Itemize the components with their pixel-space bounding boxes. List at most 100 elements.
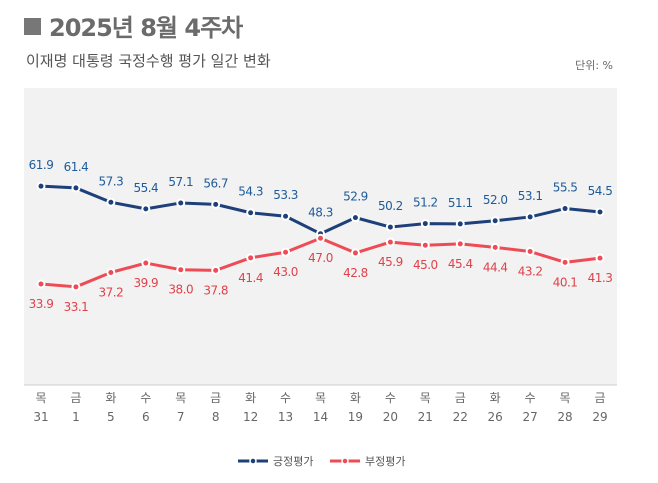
data-label: 41.4 xyxy=(238,271,263,285)
data-point xyxy=(71,282,81,292)
data-point xyxy=(106,267,116,277)
x-tick-day: 금 xyxy=(70,391,81,405)
x-tick-day: 화 xyxy=(245,391,256,405)
x-tick-day: 수 xyxy=(385,391,396,405)
x-tick-day: 화 xyxy=(350,391,361,405)
data-label: 33.9 xyxy=(29,297,54,311)
data-point xyxy=(420,240,430,250)
data-point xyxy=(71,183,81,193)
data-label: 45.0 xyxy=(413,258,438,272)
x-tick-day: 금 xyxy=(455,391,466,405)
x-tick-day: 금 xyxy=(594,391,605,405)
legend-marker xyxy=(249,457,257,465)
data-label: 41.3 xyxy=(588,271,613,285)
data-point xyxy=(525,247,535,257)
data-label: 53.1 xyxy=(518,189,543,203)
x-tick-day: 수 xyxy=(140,391,151,405)
x-tick-day: 목 xyxy=(315,391,326,405)
x-tick-date: 26 xyxy=(488,410,503,424)
x-tick-date: 27 xyxy=(522,410,537,424)
data-point xyxy=(176,265,186,275)
x-tick-date: 21 xyxy=(418,410,433,424)
data-label: 61.4 xyxy=(64,160,89,174)
data-point xyxy=(595,207,605,217)
x-tick-date: 1 xyxy=(72,410,80,424)
x-tick-day: 목 xyxy=(420,391,431,405)
data-point xyxy=(350,248,360,258)
title-text: 2025년 8월 4주차 xyxy=(49,14,243,42)
data-point xyxy=(246,253,256,263)
data-point xyxy=(350,213,360,223)
data-label: 57.3 xyxy=(99,174,124,188)
data-point xyxy=(141,258,151,268)
x-tick-date: 19 xyxy=(348,410,363,424)
chart-subtitle: 이재명 대통령 국정수행 평가 일간 변화 xyxy=(26,52,271,70)
data-label: 45.4 xyxy=(448,257,473,271)
x-tick-date: 31 xyxy=(33,410,48,424)
unit-label: 단위: % xyxy=(575,59,613,72)
x-tick-date: 22 xyxy=(453,410,468,424)
chart-title: 2025년 8월 4주차 xyxy=(24,8,243,43)
x-tick-day: 목 xyxy=(560,391,571,405)
data-point xyxy=(560,204,570,214)
legend-label: 긍정평가 xyxy=(273,455,313,468)
data-label: 53.3 xyxy=(273,188,298,202)
x-tick-date: 29 xyxy=(592,410,607,424)
data-label: 50.2 xyxy=(378,199,403,213)
data-point xyxy=(36,181,46,191)
data-label: 56.7 xyxy=(203,176,228,190)
x-tick-date: 7 xyxy=(177,410,185,424)
square-icon xyxy=(24,18,41,35)
data-label: 42.8 xyxy=(343,266,368,280)
x-tick-day: 화 xyxy=(490,391,501,405)
data-point xyxy=(455,219,465,229)
data-label: 55.5 xyxy=(553,181,578,195)
data-label: 55.4 xyxy=(133,181,158,195)
data-label: 37.2 xyxy=(99,285,124,299)
data-label: 47.0 xyxy=(308,251,333,265)
legend-marker xyxy=(341,457,349,465)
x-tick-date: 5 xyxy=(107,410,115,424)
data-point xyxy=(490,216,500,226)
data-label: 38.0 xyxy=(168,283,193,297)
data-point xyxy=(211,265,221,275)
data-point xyxy=(281,247,291,257)
data-point xyxy=(525,212,535,222)
x-tick-day: 수 xyxy=(525,391,536,405)
data-point xyxy=(281,211,291,221)
data-label: 52.9 xyxy=(343,190,368,204)
data-point xyxy=(106,197,116,207)
legend-label: 부정평가 xyxy=(365,455,405,468)
x-tick-date: 20 xyxy=(383,410,398,424)
data-point xyxy=(316,233,325,243)
data-label: 57.1 xyxy=(168,175,193,189)
data-point xyxy=(420,219,430,229)
data-label: 51.1 xyxy=(448,196,473,210)
data-label: 51.2 xyxy=(413,196,438,210)
data-label: 39.9 xyxy=(133,276,158,290)
data-label: 48.3 xyxy=(308,206,333,220)
data-label: 52.0 xyxy=(483,193,508,207)
data-label: 33.1 xyxy=(64,300,89,314)
data-point xyxy=(385,237,395,247)
data-label: 43.2 xyxy=(518,265,543,279)
x-tick-date: 12 xyxy=(243,410,258,424)
data-point xyxy=(246,208,256,218)
data-label: 54.5 xyxy=(588,184,613,198)
x-tick-day: 목 xyxy=(35,391,46,405)
data-point xyxy=(455,239,465,249)
x-tick-date: 8 xyxy=(212,410,220,424)
data-point xyxy=(211,199,221,209)
x-tick-date: 14 xyxy=(313,410,328,424)
data-point xyxy=(36,279,46,289)
data-point xyxy=(385,222,395,232)
data-label: 44.4 xyxy=(483,260,508,274)
data-label: 61.9 xyxy=(29,158,54,172)
data-point xyxy=(176,198,186,208)
x-tick-day: 수 xyxy=(280,391,291,405)
data-point xyxy=(560,257,570,267)
data-point xyxy=(490,242,500,252)
data-point xyxy=(595,253,605,263)
data-label: 43.0 xyxy=(273,265,298,279)
